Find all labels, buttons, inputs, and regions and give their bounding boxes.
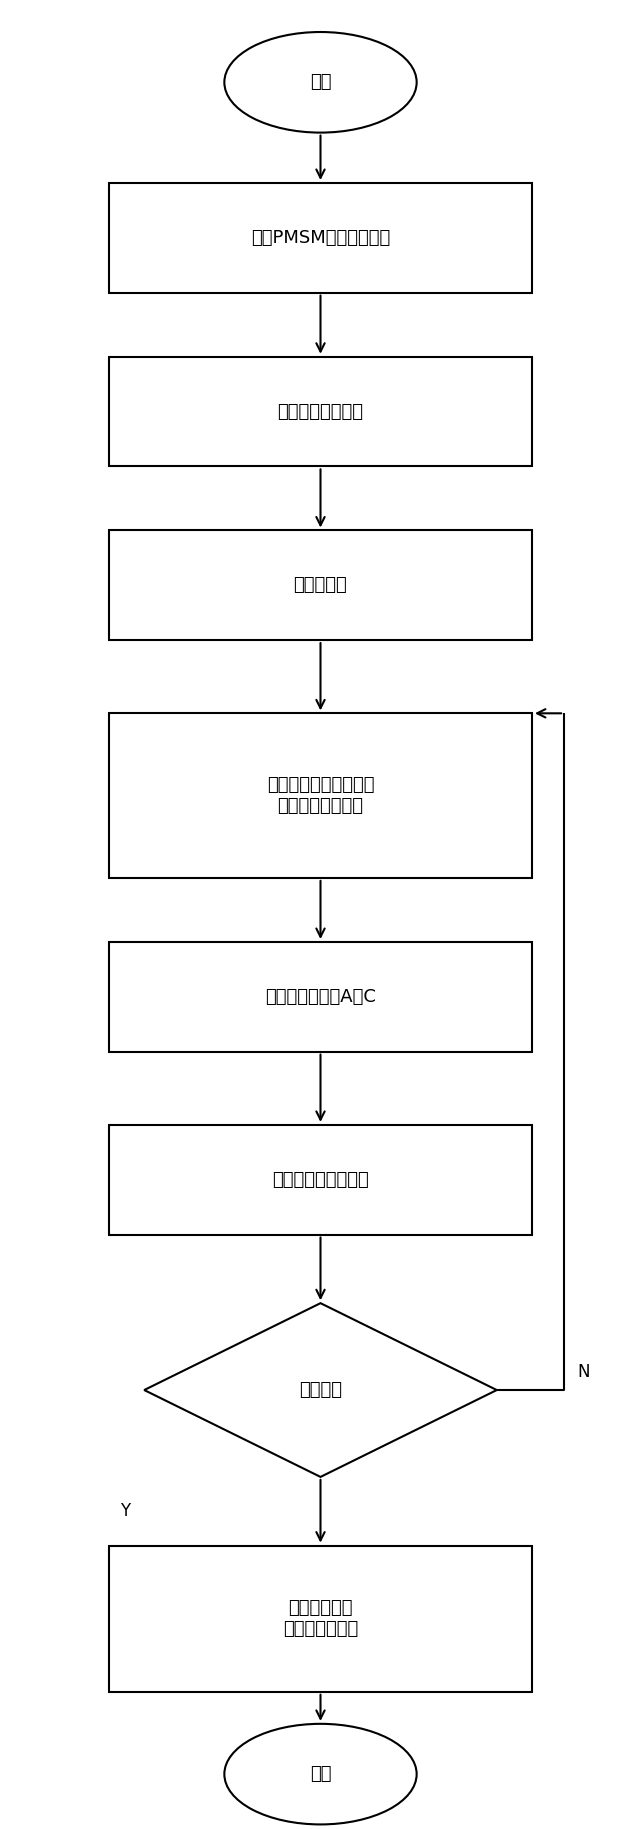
FancyBboxPatch shape bbox=[109, 183, 532, 293]
Text: 设置算法相关参数: 设置算法相关参数 bbox=[278, 402, 363, 421]
Text: 初始化种群: 初始化种群 bbox=[294, 576, 347, 594]
FancyBboxPatch shape bbox=[109, 713, 532, 878]
Text: 输出最优参数
和适应度函数值: 输出最优参数 和适应度函数值 bbox=[283, 1599, 358, 1639]
FancyBboxPatch shape bbox=[109, 530, 532, 640]
Text: 停止条件: 停止条件 bbox=[299, 1381, 342, 1399]
Polygon shape bbox=[144, 1302, 497, 1478]
FancyBboxPatch shape bbox=[109, 942, 532, 1052]
Text: 开始: 开始 bbox=[310, 73, 331, 91]
Text: 更新收敛因子，A，C: 更新收敛因子，A，C bbox=[265, 988, 376, 1006]
Text: 结束: 结束 bbox=[310, 1765, 331, 1783]
Text: 更新灰狼个体的位置: 更新灰狼个体的位置 bbox=[272, 1171, 369, 1189]
Ellipse shape bbox=[224, 33, 417, 134]
Text: N: N bbox=[577, 1363, 590, 1381]
Text: 构建PMSM控制闭环回路: 构建PMSM控制闭环回路 bbox=[251, 229, 390, 247]
Text: 由适应度函数评价个体
并选出前三的个体: 由适应度函数评价个体 并选出前三的个体 bbox=[267, 775, 374, 816]
Ellipse shape bbox=[224, 1723, 417, 1825]
FancyBboxPatch shape bbox=[109, 1546, 532, 1692]
FancyBboxPatch shape bbox=[109, 1125, 532, 1235]
FancyBboxPatch shape bbox=[109, 357, 532, 466]
Text: Y: Y bbox=[120, 1502, 130, 1520]
